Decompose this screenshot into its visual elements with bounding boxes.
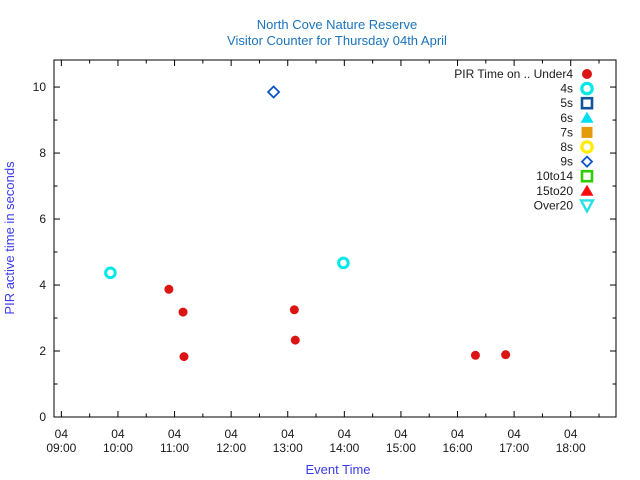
legend-label: Over20 <box>534 198 574 212</box>
x-tick-time-label: 11:00 <box>160 441 189 455</box>
legend-label: 7s <box>560 125 573 139</box>
data-points <box>104 85 511 362</box>
chart-title: North Cove Nature Reserve <box>257 17 417 32</box>
data-point <box>178 307 188 317</box>
data-point <box>501 350 511 360</box>
data-point <box>266 85 281 99</box>
x-tick-day-label: 04 <box>338 427 352 441</box>
x-tick-day-label: 04 <box>451 427 465 441</box>
x-tick-time-label: 14:00 <box>329 441 359 455</box>
data-point <box>470 350 480 360</box>
x-tick-time-label: 13:00 <box>273 441 303 455</box>
x-tick-time-label: 09:00 <box>46 441 76 455</box>
legend-swatch <box>580 111 594 123</box>
data-point <box>337 256 350 270</box>
legend-swatch <box>580 81 594 96</box>
legend-label: 5s <box>560 96 573 110</box>
y-axis-label: PIR active time in seconds <box>2 161 17 315</box>
legend-swatch <box>580 155 594 168</box>
legend-swatch <box>580 140 594 154</box>
data-point <box>179 352 189 362</box>
legend-label: 10to14 <box>536 169 573 183</box>
x-tick-day-label: 04 <box>281 427 295 441</box>
data-point <box>104 266 117 280</box>
y-tick-label: 6 <box>39 212 46 226</box>
legend: PIR Time on .. Under44s5s6s7s8s9s10to141… <box>454 67 596 214</box>
x-tick-time-label: 15:00 <box>386 441 416 455</box>
legend-label: 4s <box>560 82 573 96</box>
y-tick-label: 0 <box>39 410 46 424</box>
legend-swatch <box>580 96 594 110</box>
legend-label: 6s <box>560 111 573 125</box>
legend-label: PIR Time on .. Under4 <box>454 67 573 81</box>
legend-label: 9s <box>560 155 573 169</box>
data-point <box>289 305 299 315</box>
legend-label: 8s <box>560 140 573 154</box>
x-tick-time-label: 17:00 <box>499 441 529 455</box>
x-tick-day-label: 04 <box>394 427 408 441</box>
data-point <box>290 335 300 345</box>
legend-swatch <box>580 169 594 183</box>
y-tick-label: 8 <box>39 146 46 160</box>
x-tick-day-label: 04 <box>224 427 238 441</box>
legend-swatch <box>582 69 592 79</box>
x-tick-day-label: 04 <box>168 427 182 441</box>
y-tick-label: 10 <box>33 80 47 94</box>
y-tick-label: 2 <box>39 344 46 358</box>
axis-ticks: 0409:000410:000411:000412:000413:000414:… <box>33 60 616 455</box>
legend-swatch <box>580 184 594 196</box>
x-tick-day-label: 04 <box>564 427 578 441</box>
plot-frame <box>53 59 617 418</box>
data-point <box>164 284 174 294</box>
legend-swatch <box>578 199 596 214</box>
x-axis-label: Event Time <box>305 462 370 477</box>
x-tick-day-label: 04 <box>55 427 69 441</box>
legend-swatch <box>581 126 593 138</box>
x-tick-time-label: 10:00 <box>103 441 133 455</box>
legend-label: 15to20 <box>536 184 573 198</box>
chart-subtitle: Visitor Counter for Thursday 04th April <box>227 33 447 48</box>
x-tick-time-label: 16:00 <box>443 441 473 455</box>
y-tick-label: 4 <box>39 278 46 292</box>
x-tick-time-label: 18:00 <box>556 441 586 455</box>
x-tick-day-label: 04 <box>507 427 521 441</box>
x-tick-time-label: 12:00 <box>216 441 246 455</box>
plot-border <box>53 59 617 418</box>
x-tick-day-label: 04 <box>111 427 125 441</box>
